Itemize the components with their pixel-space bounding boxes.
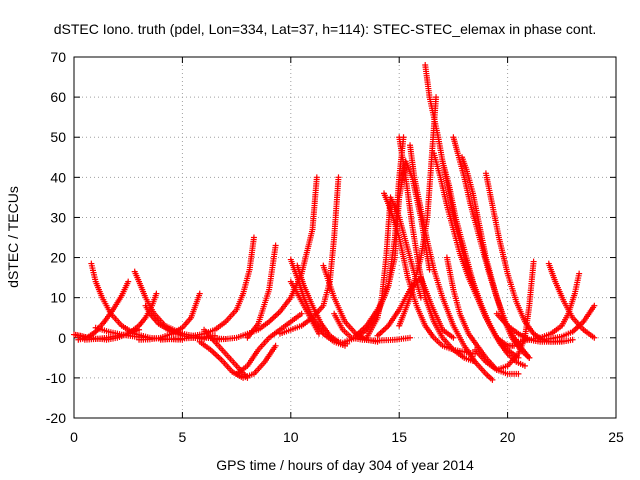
x-tick-label: 0 — [70, 429, 78, 445]
data-point — [569, 336, 576, 343]
x-tick-label: 15 — [391, 429, 407, 445]
data-point — [526, 354, 533, 361]
x-tick-label: 25 — [608, 429, 624, 445]
data-point — [244, 374, 251, 381]
data-point — [153, 290, 160, 297]
series-38 — [472, 258, 537, 373]
data-point — [272, 342, 279, 349]
series-25 — [363, 194, 424, 341]
y-tick-label: 50 — [50, 129, 66, 145]
data-point — [272, 242, 279, 249]
data-points — [71, 62, 598, 383]
y-tick-label: -20 — [46, 410, 66, 426]
series-3 — [75, 278, 132, 343]
series-15 — [211, 174, 320, 343]
series-37 — [482, 170, 576, 345]
y-tick-label: 10 — [50, 290, 66, 306]
data-point — [125, 278, 132, 285]
data-point — [315, 330, 322, 337]
y-tick-label: 70 — [50, 49, 66, 65]
x-tick-label: 20 — [500, 429, 516, 445]
series-29 — [407, 142, 496, 383]
data-point — [576, 270, 583, 277]
data-point — [489, 376, 496, 383]
series-12 — [196, 338, 279, 381]
series-41 — [515, 270, 583, 345]
y-tick-label: 20 — [50, 250, 66, 266]
series-9 — [136, 290, 203, 343]
series-33 — [439, 158, 528, 369]
data-point — [521, 362, 528, 369]
data-point — [591, 302, 598, 309]
data-point — [250, 234, 257, 241]
series-16 — [244, 242, 279, 341]
series-21 — [320, 262, 381, 345]
x-axis-label: GPS time / hours of day 304 of year 2014 — [216, 457, 474, 473]
chart-title: dSTEC Iono. truth (pdel, Lon=334, Lat=37… — [54, 21, 597, 37]
data-point — [450, 334, 457, 341]
data-point — [407, 334, 414, 341]
y-tick-label: 40 — [50, 169, 66, 185]
x-tick-label: 10 — [283, 429, 299, 445]
data-point — [298, 310, 305, 317]
series-28 — [396, 134, 479, 365]
series-14 — [233, 310, 305, 377]
series-20 — [287, 278, 322, 337]
plot-frame — [73, 56, 617, 419]
y-tick-label: 60 — [50, 89, 66, 105]
data-point — [196, 290, 203, 297]
data-point — [433, 94, 440, 101]
data-point — [591, 334, 598, 341]
data-point — [515, 370, 522, 377]
series-42 — [537, 302, 598, 343]
grid — [74, 57, 616, 418]
data-point — [313, 174, 320, 181]
x-tick-label: 5 — [179, 429, 187, 445]
y-tick-label: 0 — [58, 330, 66, 346]
y-tick-label: -10 — [46, 370, 66, 386]
data-point — [335, 174, 342, 181]
series-17 — [287, 256, 348, 349]
y-axis-label: dSTEC / TECUs — [5, 186, 21, 288]
series-11 — [190, 234, 257, 339]
y-tick-label: 30 — [50, 209, 66, 225]
axis-ticks: -20 -10 0 10 20 30 40 50 60 70 0 5 10 15 20 25 — [46, 49, 624, 445]
series-40 — [545, 260, 598, 341]
data-point — [530, 258, 537, 265]
